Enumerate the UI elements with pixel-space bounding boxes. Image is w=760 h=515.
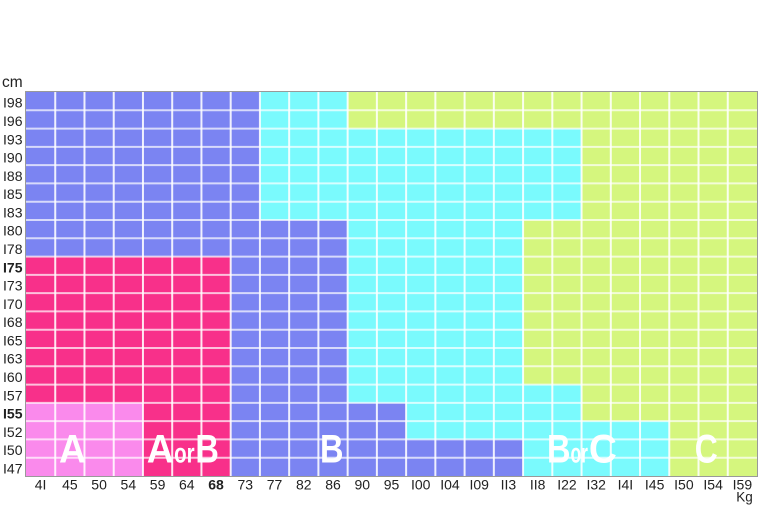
svg-text:I22: I22 xyxy=(557,477,577,493)
svg-text:Kg: Kg xyxy=(736,490,753,505)
svg-text:I57: I57 xyxy=(3,387,23,403)
svg-text:I60: I60 xyxy=(3,369,23,385)
svg-text:I59: I59 xyxy=(733,477,753,493)
svg-text:73: 73 xyxy=(238,477,254,493)
svg-text:64: 64 xyxy=(179,477,195,493)
svg-text:I88: I88 xyxy=(3,168,23,184)
svg-text:I4I: I4I xyxy=(618,477,634,493)
svg-text:I63: I63 xyxy=(3,351,23,367)
svg-text:I47: I47 xyxy=(3,460,23,476)
svg-text:B: B xyxy=(195,428,219,472)
svg-text:C: C xyxy=(589,428,617,472)
svg-text:68: 68 xyxy=(208,477,224,493)
svg-text:I90: I90 xyxy=(3,150,23,166)
svg-text:I78: I78 xyxy=(3,241,23,257)
svg-text:I50: I50 xyxy=(674,477,694,493)
svg-text:C: C xyxy=(695,428,718,472)
svg-text:59: 59 xyxy=(150,477,166,493)
svg-text:45: 45 xyxy=(62,477,78,493)
svg-text:I96: I96 xyxy=(3,113,23,129)
svg-text:I45: I45 xyxy=(645,477,665,493)
svg-text:82: 82 xyxy=(296,477,312,493)
svg-text:I83: I83 xyxy=(3,204,23,220)
svg-text:or: or xyxy=(570,438,588,469)
svg-text:I09: I09 xyxy=(469,477,489,493)
svg-text:I75: I75 xyxy=(3,259,23,275)
svg-text:I98: I98 xyxy=(3,95,23,111)
svg-text:I65: I65 xyxy=(3,332,23,348)
svg-text:I00: I00 xyxy=(411,477,431,493)
svg-text:77: 77 xyxy=(267,477,283,493)
svg-text:B: B xyxy=(320,428,344,472)
svg-text:II3: II3 xyxy=(501,477,517,493)
svg-text:I54: I54 xyxy=(703,477,723,493)
svg-text:86: 86 xyxy=(325,477,341,493)
svg-text:I73: I73 xyxy=(3,278,23,294)
svg-text:I85: I85 xyxy=(3,186,23,202)
svg-text:I04: I04 xyxy=(440,477,460,493)
svg-text:A: A xyxy=(147,428,174,472)
svg-text:I55: I55 xyxy=(3,406,23,422)
svg-text:90: 90 xyxy=(354,477,370,493)
svg-text:I32: I32 xyxy=(586,477,606,493)
svg-text:cm: cm xyxy=(2,74,23,91)
svg-text:I80: I80 xyxy=(3,223,23,239)
svg-text:4I: 4I xyxy=(35,477,47,493)
svg-text:50: 50 xyxy=(91,477,107,493)
svg-text:II8: II8 xyxy=(530,477,546,493)
svg-text:I68: I68 xyxy=(3,314,23,330)
svg-text:I52: I52 xyxy=(3,424,23,440)
svg-text:or: or xyxy=(174,438,195,469)
svg-text:95: 95 xyxy=(384,477,400,493)
svg-text:A: A xyxy=(59,428,86,472)
svg-text:B: B xyxy=(547,428,571,472)
svg-text:54: 54 xyxy=(121,477,137,493)
svg-text:I50: I50 xyxy=(3,442,23,458)
svg-text:I93: I93 xyxy=(3,131,23,147)
svg-text:I70: I70 xyxy=(3,296,23,312)
